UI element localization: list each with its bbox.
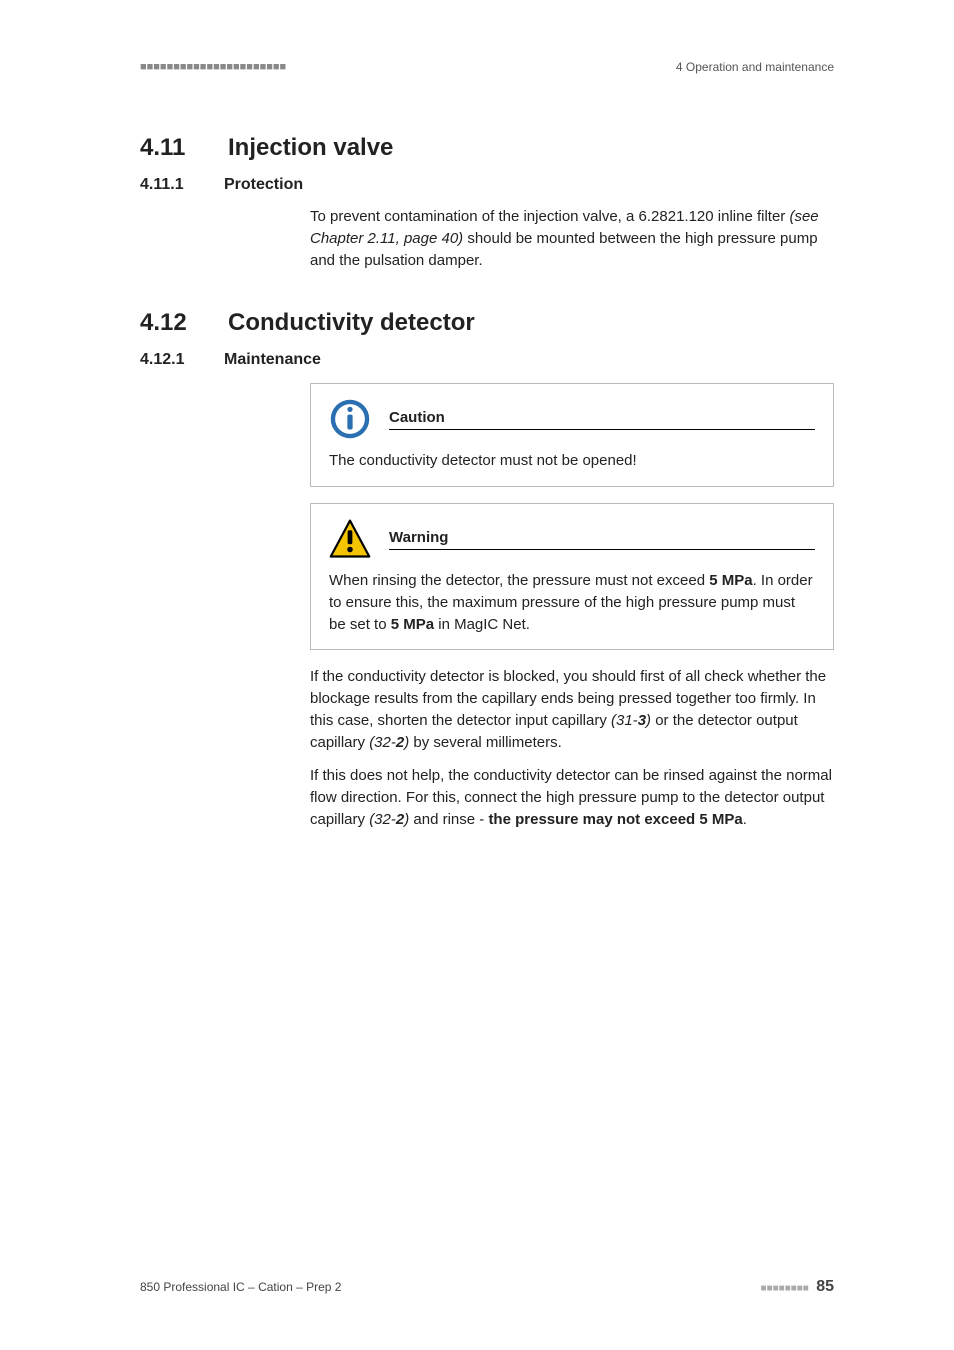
warning-callout: Warning When rinsing the detector, the p… bbox=[310, 503, 834, 650]
bold-text: 5 MPa bbox=[709, 572, 752, 589]
warning-title: Warning bbox=[389, 529, 815, 550]
text: To prevent contamination of the injectio… bbox=[310, 208, 789, 225]
text: by several millimeters. bbox=[409, 734, 562, 751]
footer-product: 850 Professional IC – Cation – Prep 2 bbox=[140, 1280, 341, 1294]
caution-callout: Caution The conductivity detector must n… bbox=[310, 383, 834, 487]
warning-icon bbox=[329, 518, 371, 560]
text: and rinse - bbox=[409, 811, 488, 828]
section-title: Conductivity detector bbox=[228, 309, 475, 337]
footer-dashes: ■■■■■■■■ bbox=[761, 1283, 809, 1294]
protection-body: To prevent contamination of the injectio… bbox=[310, 206, 834, 271]
section-number: 4.11 bbox=[140, 134, 200, 162]
page: ■■■■■■■■■■■■■■■■■■■■■■ 4 Operation and m… bbox=[0, 0, 954, 1350]
paragraph: If this does not help, the conductivity … bbox=[310, 765, 834, 830]
subsection-title: Protection bbox=[224, 176, 303, 194]
subsection-number: 4.11.1 bbox=[140, 176, 200, 194]
caution-body: The conductivity detector must not be op… bbox=[329, 450, 815, 472]
ref: (32-2) bbox=[369, 734, 409, 751]
subsection-number: 4.12.1 bbox=[140, 351, 200, 369]
text: . bbox=[743, 811, 747, 828]
subsection-heading-protection: 4.11.1 Protection bbox=[140, 176, 834, 194]
callout-header: Warning bbox=[329, 518, 815, 560]
text: in MagIC Net. bbox=[434, 616, 530, 633]
section-heading-conductivity-detector: 4.12 Conductivity detector bbox=[140, 309, 834, 337]
paragraph: If the conductivity detector is blocked,… bbox=[310, 666, 834, 753]
page-footer: 850 Professional IC – Cation – Prep 2 ■■… bbox=[140, 1278, 834, 1296]
maintenance-body: Caution The conductivity detector must n… bbox=[310, 383, 834, 830]
section-title: Injection valve bbox=[228, 134, 393, 162]
page-header: ■■■■■■■■■■■■■■■■■■■■■■ 4 Operation and m… bbox=[140, 60, 834, 74]
warning-body: When rinsing the detector, the pressure … bbox=[329, 570, 815, 635]
section-number: 4.12 bbox=[140, 309, 200, 337]
section-heading-injection-valve: 4.11 Injection valve bbox=[140, 134, 834, 162]
header-dashes: ■■■■■■■■■■■■■■■■■■■■■■ bbox=[140, 61, 286, 73]
bold-text: 5 MPa bbox=[391, 616, 434, 633]
text: When rinsing the detector, the pressure … bbox=[329, 572, 709, 589]
callout-header: Caution bbox=[329, 398, 815, 440]
paragraph: To prevent contamination of the injectio… bbox=[310, 206, 834, 271]
footer-page-group: ■■■■■■■■ 85 bbox=[761, 1278, 834, 1296]
subsection-title: Maintenance bbox=[224, 351, 321, 369]
page-number: 85 bbox=[816, 1278, 834, 1295]
bold-text: the pressure may not exceed 5 MPa bbox=[488, 811, 742, 828]
caution-title: Caution bbox=[389, 409, 815, 430]
caution-icon bbox=[329, 398, 371, 440]
header-chapter: 4 Operation and maintenance bbox=[676, 60, 834, 74]
ref: (31-3) bbox=[611, 712, 651, 729]
ref: (32-2) bbox=[369, 811, 409, 828]
subsection-heading-maintenance: 4.12.1 Maintenance bbox=[140, 351, 834, 369]
